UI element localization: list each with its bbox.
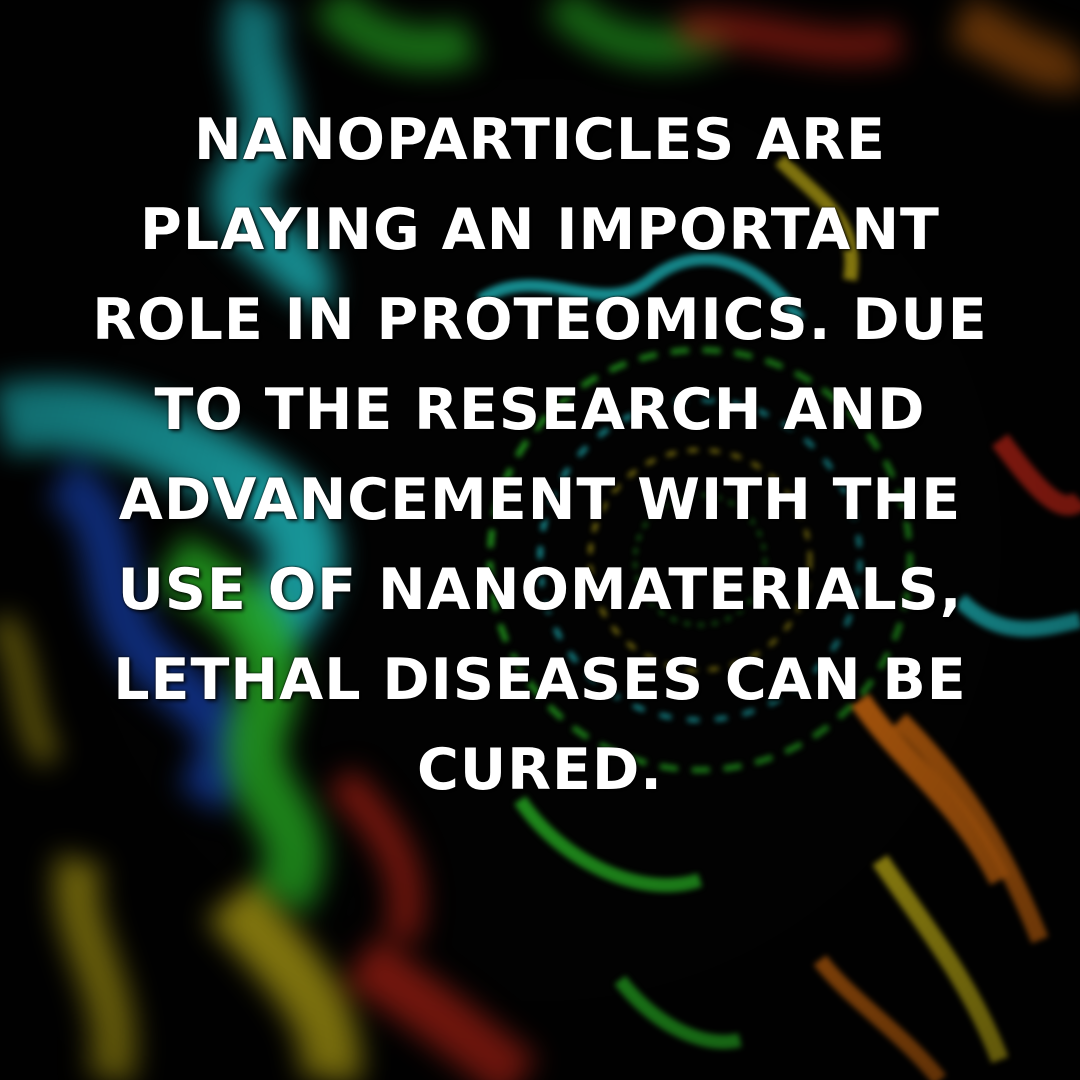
caption-line-4: TO THE RESEARCH AND [154, 377, 926, 443]
caption-line-2: PLAYING AN IMPORTANT [140, 197, 940, 263]
caption-text: NANOPARTICLES ARE PLAYING AN IMPORTANT R… [0, 95, 1080, 815]
caption-line-3: ROLE IN PROTEOMICS. DUE [92, 287, 988, 353]
caption-line-6: USE OF NANOMATERIALS, [117, 557, 963, 623]
caption-line-5: ADVANCEMENT WITH THE [118, 467, 962, 533]
caption-line-1: NANOPARTICLES ARE [194, 107, 886, 173]
caption-line-7: LETHAL DISEASES CAN BE [113, 647, 967, 713]
caption-line-8: CURED. [417, 737, 663, 803]
